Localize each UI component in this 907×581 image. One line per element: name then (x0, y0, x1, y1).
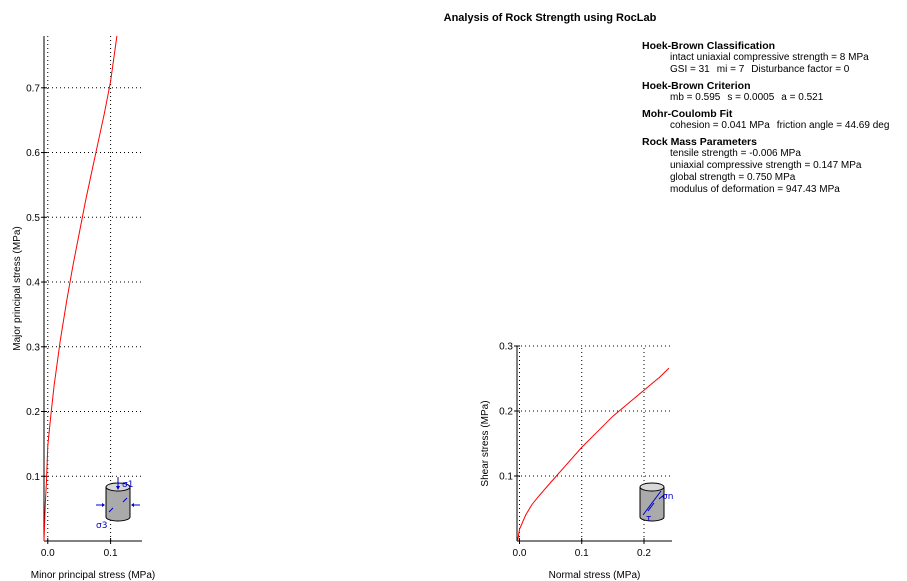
triaxial-cylinder-icon: σ1 σ3 (96, 477, 140, 531)
param-line: cohesion = 0.041 MPa friction angle = 44.… (642, 120, 896, 132)
param-line: tensile strength = -0.006 MPa (642, 148, 896, 160)
y-tick-label: 0.1 (26, 472, 40, 483)
x-axis-label: Normal stress (MPa) (549, 570, 641, 581)
param-line: GSI = 31 mi = 7 Disturbance factor = 0 (642, 64, 896, 76)
icon-label: σ1 (122, 480, 133, 490)
param-value: uniaxial compressive strength = 0.147 MP… (670, 160, 862, 171)
arrow-diag-2 (122, 497, 128, 503)
y-tick-label: 0.2 (26, 407, 40, 418)
x-tick-label: 0.1 (104, 548, 118, 559)
y-axis-label: Shear stress (MPa) (480, 400, 491, 486)
shear-cylinder-icon: σn τ (639, 482, 673, 524)
cylinder-body (105, 487, 131, 522)
y-tick-label: 0.1 (499, 472, 513, 483)
param-line: uniaxial compressive strength = 0.147 MP… (642, 160, 896, 172)
param-value: friction angle = 44.69 deg (776, 120, 890, 131)
y-tick-label: 0.4 (26, 278, 40, 289)
x-axis-label: Minor principal stress (MPa) (31, 570, 155, 581)
x-tick-label: 0.2 (637, 548, 651, 559)
chart-1: 0.0 0.1 0.1 0.2 0.3 0.4 0.5 0.6 0.7 Minor princip… (12, 35, 155, 581)
param-section-title: Rock Mass Parameters (642, 136, 757, 148)
chart-title: Analysis of Rock Strength using RocLab (443, 12, 657, 24)
x-tick-label: 0.0 (41, 548, 55, 559)
series-line (43, 35, 118, 542)
y-tick-label: 0.7 (26, 83, 40, 94)
param-line: intact uniaxial compressive strength = 8… (642, 52, 896, 64)
cylinder-top (639, 482, 665, 492)
param-section-title: Mohr-Coulomb Fit (642, 108, 733, 120)
y-axis-label: Major principal stress (MPa) (12, 226, 23, 350)
y-tick-label: 0.3 (499, 342, 513, 353)
shear-plane (642, 490, 662, 516)
param-section-title: Hoek-Brown Criterion (642, 80, 751, 92)
arrowhead-s3-left (102, 503, 105, 507)
y-tick-label: 0.2 (499, 407, 513, 418)
param-line: modulus of deformation = 947.43 MPa (642, 184, 896, 196)
param-section-title: Hoek-Brown Classification (642, 40, 776, 52)
arrow-shear (647, 502, 655, 512)
param-line: mb = 0.595 s = 0.0005 a = 0.521 (642, 92, 896, 104)
param-value: mb = 0.595 (670, 92, 721, 103)
y-tick-label: 0.6 (26, 148, 40, 159)
x-tick-label: 0.0 (513, 548, 527, 559)
y-tick-label: 0.5 (26, 213, 40, 224)
param-value: s = 0.0005 (727, 92, 775, 103)
param-value: mi = 7 (716, 64, 745, 75)
param-line: global strength = 0.750 MPa (642, 172, 896, 184)
series-line (517, 367, 670, 542)
param-value: global strength = 0.750 MPa (670, 172, 796, 183)
arrowhead-s1 (116, 486, 120, 490)
parameters-panel: Hoek-Brown Classification intact uniaxial… (642, 40, 896, 196)
param-value: cohesion = 0.041 MPa (670, 120, 770, 131)
y-tick-label: 0.3 (26, 342, 40, 353)
icon-label: σ3 (96, 521, 107, 531)
chart-2: 0.0 0.1 0.2 0.1 0.2 0.3 Normal stress (MPa) She… (480, 342, 673, 581)
param-value: modulus of deformation = 947.43 MPa (670, 184, 840, 195)
arrow-diag-1 (108, 507, 114, 513)
param-value: tensile strength = -0.006 MPa (670, 148, 801, 159)
icon-label: σn (662, 492, 673, 502)
icon-label: τ (646, 514, 651, 524)
arrow-normal (658, 494, 665, 500)
param-value: Disturbance factor = 0 (751, 64, 850, 75)
arrowhead-s3-right (131, 503, 134, 507)
param-value: intact uniaxial compressive strength = 8… (670, 52, 869, 63)
param-value: GSI = 31 (670, 64, 710, 75)
x-tick-label: 0.1 (575, 548, 589, 559)
param-value: a = 0.521 (781, 92, 824, 103)
